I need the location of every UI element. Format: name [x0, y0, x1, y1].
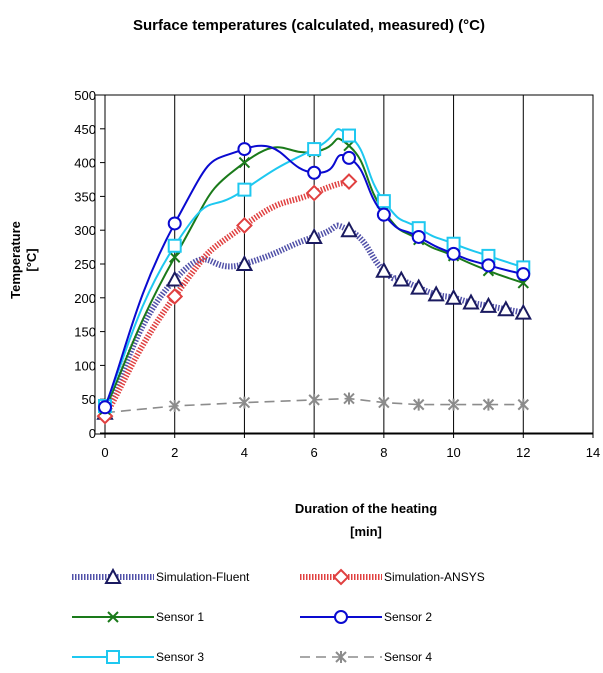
data-point	[167, 216, 182, 231]
legend-marker	[104, 567, 122, 584]
series-line-simulation-ansys	[102, 178, 350, 418]
legend-marker	[334, 610, 348, 624]
legend-label: Sensor 1	[156, 610, 204, 624]
x-axis-title-line2: [min]	[350, 524, 382, 539]
x-tick-label: 14	[586, 445, 600, 460]
data-point	[305, 227, 323, 244]
legend-label: Sensor 3	[156, 650, 204, 664]
data-point	[481, 258, 496, 273]
data-point	[307, 142, 322, 157]
data-point	[411, 229, 426, 244]
data-point	[342, 128, 356, 143]
legend-marker	[335, 651, 347, 663]
data-point	[378, 396, 390, 409]
legend-label: Simulation-Fluent	[156, 570, 250, 584]
data-point	[427, 285, 445, 302]
data-point	[446, 246, 461, 261]
data-point	[169, 251, 181, 263]
data-point	[166, 288, 184, 305]
x-tick-label: 8	[380, 445, 387, 460]
data-point	[376, 194, 391, 209]
y-tick-label: 450	[74, 122, 96, 137]
data-point	[169, 399, 181, 412]
data-point	[444, 288, 463, 305]
data-point	[375, 261, 393, 278]
y-tick-label: 400	[74, 156, 96, 171]
data-point	[237, 142, 252, 157]
legend-item-sensor-3: Sensor 3	[72, 650, 204, 664]
y-tick-label: 100	[74, 358, 96, 373]
y-tick-label: 350	[74, 189, 96, 204]
data-point	[237, 182, 252, 197]
x-tick-label: 0	[101, 445, 108, 460]
plot-frame	[94, 94, 594, 435]
data-point	[236, 217, 253, 234]
data-point	[340, 221, 358, 238]
x-tick-label: 6	[311, 445, 318, 460]
data-point	[343, 392, 355, 405]
data-point	[305, 184, 323, 202]
data-point	[167, 238, 182, 253]
series-layer	[96, 128, 532, 425]
series-simulation-ansys	[96, 173, 358, 425]
x-tick-label: 2	[171, 445, 178, 460]
legend-item-sensor-1: Sensor 1	[72, 610, 204, 624]
legend-label: Sensor 4	[384, 650, 432, 664]
chart-title: Surface temperatures (calculated, measur…	[133, 17, 485, 34]
y-tick-label: 50	[82, 392, 96, 407]
data-point	[479, 296, 498, 313]
data-point	[447, 398, 460, 411]
legend-item-simulation-fluent: Simulation-Fluent	[72, 567, 250, 584]
data-point	[238, 156, 251, 169]
y-tick-label: 300	[74, 223, 96, 238]
y-tick-label: 150	[74, 325, 96, 340]
data-point	[98, 400, 112, 415]
data-point	[514, 303, 532, 320]
data-point	[497, 300, 515, 317]
x-tick-label: 10	[446, 445, 460, 460]
data-point	[235, 254, 254, 271]
x-axis-title-line1: Duration of the heating	[295, 501, 437, 516]
legend-marker	[106, 650, 120, 664]
y-axis-title-line2: [°C]	[24, 248, 39, 271]
x-tick-label: 4	[241, 445, 248, 460]
data-point	[308, 393, 320, 406]
y-tick-label: 250	[74, 257, 96, 272]
data-point	[392, 270, 410, 287]
legend-item-sensor-2: Sensor 2	[300, 610, 432, 624]
data-point	[238, 396, 251, 409]
axes: 0 50 100 150 200 250 300 350 400 450 500 0 2 4 6 8 10 12 1…	[74, 88, 600, 460]
data-point	[376, 207, 391, 222]
y-tick-label: 200	[74, 291, 96, 306]
legend: Simulation-Fluent Simulation-ANSYS Sensor …	[72, 567, 485, 664]
data-point	[462, 293, 480, 310]
legend-marker	[107, 611, 119, 623]
data-point	[410, 278, 428, 295]
legend-item-sensor-4: Sensor 4	[300, 650, 432, 664]
data-point	[307, 165, 322, 180]
x-tick-label: 12	[516, 445, 530, 460]
legend-label: Sensor 2	[384, 610, 432, 624]
y-axis-title-line1: Temperature	[8, 221, 23, 299]
data-point	[166, 270, 184, 287]
legend-label: Simulation-ANSYS	[384, 570, 485, 584]
data-point	[340, 173, 358, 190]
data-point	[517, 398, 529, 411]
legend-item-simulation-ansys: Simulation-ANSYS	[300, 568, 485, 586]
data-point	[482, 398, 495, 411]
y-tick-label: 500	[74, 88, 96, 103]
series-sensor-2	[98, 142, 531, 415]
plot-area: 0 50 100 150 200 250 300 350 400 450 500 0 2 4 6 8 10 12 1…	[74, 88, 600, 460]
data-point	[342, 150, 356, 165]
data-point	[516, 267, 531, 282]
legend-marker	[332, 568, 350, 586]
data-point	[413, 398, 425, 411]
y-tick-label: 0	[89, 426, 96, 441]
